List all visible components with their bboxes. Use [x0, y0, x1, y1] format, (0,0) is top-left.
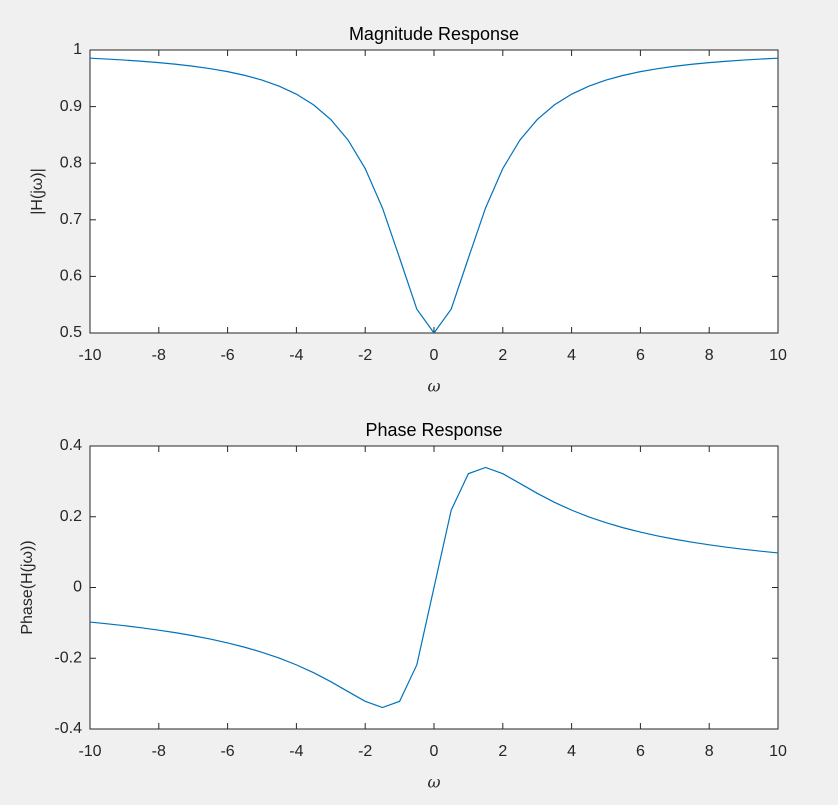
- x-axis-label: ω: [427, 773, 440, 792]
- x-tick-label: -10: [78, 743, 101, 760]
- x-tick-label: 8: [705, 347, 714, 364]
- x-tick-label: 6: [636, 743, 645, 760]
- x-tick-label: -2: [358, 347, 372, 364]
- y-tick-label: -0.2: [54, 649, 82, 666]
- y-tick-label: 0.4: [60, 437, 82, 454]
- x-tick-label: -6: [220, 347, 234, 364]
- chart-title: Magnitude Response: [349, 24, 519, 44]
- y-tick-label: 0.7: [60, 211, 82, 228]
- x-tick-label: -4: [289, 743, 303, 760]
- x-tick-label: -10: [78, 347, 101, 364]
- y-tick-label: 0.5: [60, 324, 82, 341]
- y-tick-label: 0.2: [60, 508, 82, 525]
- x-tick-label: 4: [567, 347, 576, 364]
- x-axis-label: ω: [427, 377, 440, 396]
- y-tick-label: 0.9: [60, 98, 82, 115]
- x-tick-label: 10: [769, 743, 787, 760]
- y-tick-label: -0.4: [54, 720, 82, 737]
- x-tick-label: -6: [220, 743, 234, 760]
- chart-title: Phase Response: [365, 420, 502, 440]
- x-tick-label: 0: [430, 347, 439, 364]
- y-axis-label: Phase(H(jω)): [19, 540, 36, 634]
- x-tick-label: -2: [358, 743, 372, 760]
- x-tick-label: 2: [498, 347, 507, 364]
- x-tick-label: 10: [769, 347, 787, 364]
- x-tick-label: 4: [567, 743, 576, 760]
- y-axis-label: |H(jω)|: [29, 168, 46, 215]
- y-tick-label: 1: [73, 41, 82, 58]
- y-tick-label: 0.8: [60, 154, 82, 171]
- x-tick-label: -4: [289, 347, 303, 364]
- x-tick-label: 0: [430, 743, 439, 760]
- x-tick-label: 6: [636, 347, 645, 364]
- x-tick-label: 8: [705, 743, 714, 760]
- axes-background: [89, 49, 779, 334]
- x-tick-label: 2: [498, 743, 507, 760]
- x-tick-label: -8: [152, 743, 166, 760]
- data-line: [89, 466, 779, 709]
- y-tick-label: 0.6: [60, 268, 82, 285]
- data-line: [89, 57, 779, 335]
- x-tick-label: -8: [152, 347, 166, 364]
- y-tick-label: 0: [73, 579, 82, 596]
